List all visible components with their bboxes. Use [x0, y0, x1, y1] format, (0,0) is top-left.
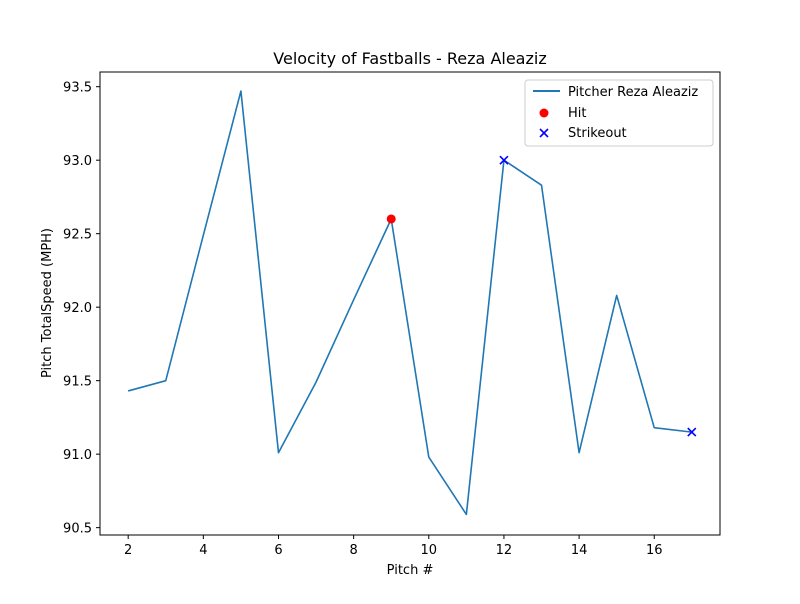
legend-box — [524, 79, 714, 147]
x-tick-label: 4 — [199, 543, 207, 558]
x-axis-label: Pitch # — [387, 563, 434, 578]
legend-label-hit: Hit — [568, 106, 586, 121]
legend-strikeout-swatch — [539, 128, 549, 138]
plot-area-frame — [99, 71, 721, 536]
legend-label-pitcher: Pitcher Reza Aleaziz — [568, 85, 698, 100]
y-tick-label: 92.0 — [63, 301, 92, 316]
series-line-pitcher — [127, 90, 692, 516]
x-axis-ticks: 2 4 6 8 10 12 14 16 — [124, 535, 663, 558]
y-axis-label: Pitch TotalSpeed (MPH) — [40, 228, 55, 378]
y-axis-ticks: 90.5 91.0 91.5 92.0 92.5 93.0 93.5 — [63, 81, 100, 537]
x-tick-label: 14 — [571, 543, 588, 558]
y-tick-label: 92.5 — [63, 228, 92, 243]
x-tick-label: 2 — [124, 543, 132, 558]
strikeout-point — [499, 155, 509, 165]
series-layer — [127, 90, 697, 516]
y-tick-label: 93.0 — [63, 154, 92, 169]
legend-label-strikeout: Strikeout — [568, 126, 627, 141]
legend-hit-swatch — [539, 108, 549, 118]
y-tick-label: 90.5 — [63, 522, 92, 537]
chart-title: Velocity of Fastballs - Reza Aleaziz — [273, 49, 546, 68]
x-tick-label: 12 — [496, 543, 513, 558]
x-tick-label: 10 — [421, 543, 438, 558]
y-tick-label: 91.5 — [63, 375, 92, 390]
hit-point — [386, 214, 396, 224]
y-tick-label: 91.0 — [63, 448, 92, 463]
x-tick-label: 16 — [646, 543, 663, 558]
legend: Pitcher Reza Aleaziz Hit Strikeout — [524, 79, 714, 147]
x-tick-label: 8 — [349, 543, 357, 558]
strikeout-point — [687, 427, 697, 437]
y-tick-label: 93.5 — [63, 81, 92, 96]
x-tick-label: 6 — [274, 543, 282, 558]
